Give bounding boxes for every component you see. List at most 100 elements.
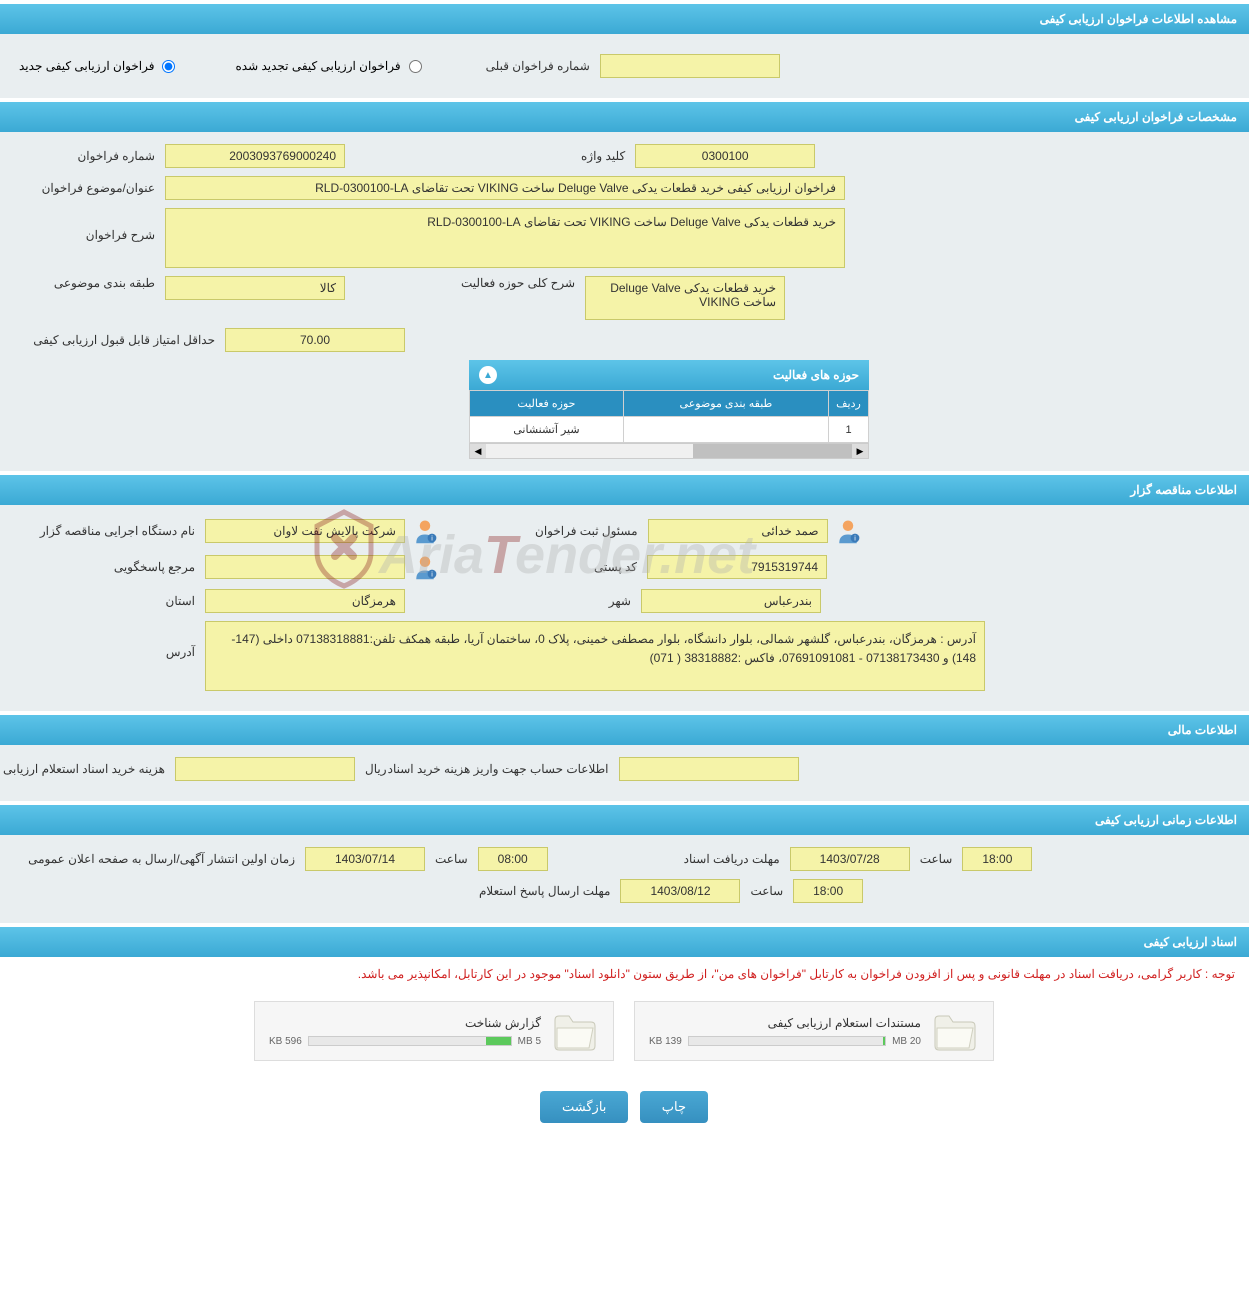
publish-label: زمان اولین انتشار آگهی/ارسال به صفحه اعل… xyxy=(20,852,300,866)
postal-field: 7915319744 xyxy=(648,555,828,579)
print-button[interactable]: چاپ xyxy=(641,1091,709,1123)
activity-desc-field: خرید قطعات یدکی Deluge Valve ساخت VIKING xyxy=(586,276,786,320)
radio-renewed-input[interactable] xyxy=(410,60,423,73)
publish-time: 08:00 xyxy=(479,847,549,871)
docs-header: اسناد ارزیابی کیفی xyxy=(0,927,1250,957)
tenderer-header: اطلاعات مناقصه گزار xyxy=(0,475,1250,505)
min-score-label: حداقل امتیاز قابل قبول ارزیابی کیفی xyxy=(20,333,220,347)
page-container: مشاهده اطلاعات فراخوان ارزیابی کیفی فراخ… xyxy=(0,4,1250,1143)
back-button[interactable]: بازگشت xyxy=(541,1091,629,1123)
folder-icon xyxy=(552,1010,600,1052)
file-row: گزارش شناخت 5 MB 596 KB مستندات استعلام … xyxy=(0,991,1250,1071)
radio-renewed-label: فراخوان ارزیابی کیفی تجدید شده xyxy=(236,59,401,73)
cell-category xyxy=(624,417,829,443)
progress-bar xyxy=(309,1036,513,1046)
account-label: اطلاعات حساب جهت واریز هزینه خرید اسناد xyxy=(464,762,614,776)
file-card[interactable]: مستندات استعلام ارزیابی کیفی 20 MB 139 K… xyxy=(635,1001,995,1061)
activity-table: ردیف طبقه بندی موضوعی حوزه فعالیت 1 شیر … xyxy=(470,390,870,443)
file-card[interactable]: گزارش شناخت 5 MB 596 KB xyxy=(255,1001,615,1061)
address-label: آدرس xyxy=(20,621,200,659)
user-icon: i xyxy=(412,517,440,545)
progress-fill xyxy=(487,1037,511,1045)
city-field: بندرعباس xyxy=(642,589,822,613)
receive-label: مهلت دریافت اسناد xyxy=(681,852,785,866)
currency-label: ریال xyxy=(362,762,392,776)
desc-field: خرید قطعات یدکی Deluge Valve ساخت VIKING… xyxy=(166,208,846,268)
title-field: فراخوان ارزیابی کیفی خرید قطعات یدکی Del… xyxy=(166,176,846,200)
radio-new-label: فراخوان ارزیابی کیفی جدید xyxy=(20,59,155,73)
button-row: چاپ بازگشت xyxy=(0,1071,1250,1143)
scroll-thumb[interactable] xyxy=(694,444,853,458)
response-time: 18:00 xyxy=(794,879,864,903)
call-no-field: 2003093769000240 xyxy=(166,144,346,168)
org-label: نام دستگاه اجرایی مناقصه گزار xyxy=(20,524,200,538)
registrar-field: صمد خدائی xyxy=(649,519,829,543)
time-word: ساعت xyxy=(917,852,958,866)
province-label: استان xyxy=(20,594,200,608)
file-total: 20 MB xyxy=(893,1036,922,1047)
publish-date: 1403/07/14 xyxy=(306,847,426,871)
receive-time: 18:00 xyxy=(963,847,1033,871)
activity-panel: حوزه های فعالیت ▲ ردیف طبقه بندی موضوعی … xyxy=(470,360,870,459)
province-field: هرمزگان xyxy=(206,589,406,613)
keyword-label: کلید واژه xyxy=(578,149,630,163)
folder-icon xyxy=(932,1010,980,1052)
progress-bar xyxy=(689,1036,887,1046)
col-category: طبقه بندی موضوعی xyxy=(624,391,829,417)
call-type-section: فراخوان ارزیابی کیفی جدید فراخوان ارزیاب… xyxy=(0,34,1250,98)
contact-field xyxy=(206,555,406,579)
desc-label: شرح فراخوان xyxy=(20,208,160,242)
min-score-field: 70.00 xyxy=(226,328,406,352)
response-label: مهلت ارسال پاسخ استعلام xyxy=(476,884,615,898)
response-date: 1403/08/12 xyxy=(621,879,741,903)
cell-idx: 1 xyxy=(830,417,870,443)
prev-call-field xyxy=(601,54,781,78)
table-row: 1 شیر آتشنشانی xyxy=(471,417,870,443)
time-word: ساعت xyxy=(747,884,788,898)
collapse-icon[interactable]: ▲ xyxy=(480,366,498,384)
category-field: کالا xyxy=(166,276,346,300)
activity-panel-header: حوزه های فعالیت ▲ xyxy=(470,360,870,390)
user-icon: i xyxy=(412,553,440,581)
financial-section: هزینه خرید اسناد استعلام ارزیابی کیفی ری… xyxy=(0,745,1250,801)
city-label: شهر xyxy=(526,594,636,608)
org-field: شرکت پالایش نفت لاوان xyxy=(206,519,406,543)
scroll-right-icon[interactable]: ▶ xyxy=(853,444,869,458)
contact-label: مرجع پاسخگویی xyxy=(20,560,200,574)
postal-label: کد پستی xyxy=(532,560,642,574)
scroll-left-icon[interactable]: ◀ xyxy=(471,444,487,458)
radio-renewed[interactable]: فراخوان ارزیابی کیفی تجدید شده xyxy=(236,59,422,73)
registrar-label: مسئول ثبت فراخوان xyxy=(532,524,643,538)
title-label: عنوان/موضوع فراخوان xyxy=(20,181,160,195)
cell-activity: شیر آتشنشانی xyxy=(471,417,625,443)
tenderer-section: نام دستگاه اجرایی مناقصه گزار شرکت پالای… xyxy=(0,505,1250,711)
time-word: ساعت xyxy=(432,852,473,866)
docs-notice: توجه : کاربر گرامی، دریافت اسناد در مهلت… xyxy=(0,957,1250,991)
h-scrollbar[interactable]: ▶ ◀ xyxy=(470,443,870,459)
spec-header: مشخصات فراخوان ارزیابی کیفی xyxy=(0,102,1250,132)
file-name: مستندات استعلام ارزیابی کیفی xyxy=(650,1016,922,1030)
file-used: 596 KB xyxy=(270,1036,303,1047)
col-activity: حوزه فعالیت xyxy=(471,391,625,417)
file-used: 139 KB xyxy=(650,1036,683,1047)
col-row: ردیف xyxy=(830,391,870,417)
financial-header: اطلاعات مالی xyxy=(0,715,1250,745)
progress-fill xyxy=(884,1037,886,1045)
activity-desc-label: شرح کلی حوزه فعالیت xyxy=(458,276,580,290)
activity-panel-title: حوزه های فعالیت xyxy=(774,368,860,382)
user-icon: i xyxy=(835,517,863,545)
radio-new-input[interactable] xyxy=(163,60,176,73)
spec-section: شماره فراخوان 2003093769000240 کلید واژه… xyxy=(0,132,1250,471)
prev-call-label: شماره فراخوان قبلی xyxy=(483,59,595,73)
timing-header: اطلاعات زمانی ارزیابی کیفی xyxy=(0,805,1250,835)
cost-field xyxy=(176,757,356,781)
main-header: مشاهده اطلاعات فراخوان ارزیابی کیفی xyxy=(0,4,1250,34)
file-name: گزارش شناخت xyxy=(270,1016,542,1030)
keyword-field: 0300100 xyxy=(636,144,816,168)
call-no-label: شماره فراخوان xyxy=(20,149,160,163)
account-field xyxy=(620,757,800,781)
address-field: آدرس : هرمزگان، بندرعباس، گلشهر شمالی، ب… xyxy=(206,621,986,691)
radio-new[interactable]: فراخوان ارزیابی کیفی جدید xyxy=(20,59,176,73)
receive-date: 1403/07/28 xyxy=(791,847,911,871)
cost-label: هزینه خرید اسناد استعلام ارزیابی کیفی xyxy=(20,762,170,776)
